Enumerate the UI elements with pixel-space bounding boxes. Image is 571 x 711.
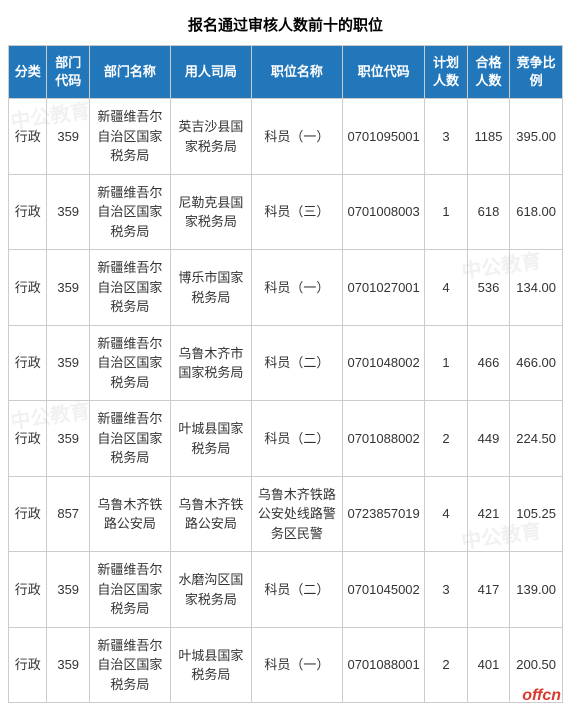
header-ratio: 竞争比例 <box>510 46 563 99</box>
cell-position-code: 0701088001 <box>342 627 424 703</box>
cell-plan-count: 1 <box>425 325 468 401</box>
brand-watermark: offcn <box>522 687 561 705</box>
cell-dept-name: 乌鲁木齐铁路公安局 <box>89 476 170 552</box>
table-header-row: 分类 部门代码 部门名称 用人司局 职位名称 职位代码 计划人数 合格人数 竞争… <box>9 46 563 99</box>
cell-category: 行政 <box>9 99 47 175</box>
cell-employer: 水磨沟区国家税务局 <box>170 552 251 628</box>
table-row: 行政359新疆维吾尔自治区国家税务局英吉沙县国家税务局科员（一）07010950… <box>9 99 563 175</box>
cell-category: 行政 <box>9 476 47 552</box>
cell-ratio: 105.25 <box>510 476 563 552</box>
cell-employer: 博乐市国家税务局 <box>170 250 251 326</box>
cell-dept-code: 359 <box>47 99 90 175</box>
cell-dept-name: 新疆维吾尔自治区国家税务局 <box>89 99 170 175</box>
page-title: 报名通过审核人数前十的职位 <box>8 8 563 45</box>
cell-position-code: 0701048002 <box>342 325 424 401</box>
cell-ratio: 618.00 <box>510 174 563 250</box>
cell-pass-count: 421 <box>467 476 510 552</box>
table-row: 行政359新疆维吾尔自治区国家税务局乌鲁木齐市国家税务局科员（二）0701048… <box>9 325 563 401</box>
header-dept-code: 部门代码 <box>47 46 90 99</box>
cell-employer: 叶城县国家税务局 <box>170 627 251 703</box>
cell-dept-code: 359 <box>47 174 90 250</box>
header-position-code: 职位代码 <box>342 46 424 99</box>
cell-category: 行政 <box>9 325 47 401</box>
cell-position-name: 科员（一） <box>251 627 342 703</box>
cell-employer: 乌鲁木齐市国家税务局 <box>170 325 251 401</box>
cell-pass-count: 536 <box>467 250 510 326</box>
cell-position-name: 科员（二） <box>251 325 342 401</box>
cell-position-code: 0723857019 <box>342 476 424 552</box>
cell-pass-count: 1185 <box>467 99 510 175</box>
cell-category: 行政 <box>9 627 47 703</box>
cell-pass-count: 417 <box>467 552 510 628</box>
cell-dept-name: 新疆维吾尔自治区国家税务局 <box>89 325 170 401</box>
cell-plan-count: 1 <box>425 174 468 250</box>
cell-position-code: 0701027001 <box>342 250 424 326</box>
cell-dept-name: 新疆维吾尔自治区国家税务局 <box>89 401 170 477</box>
cell-employer: 乌鲁木齐铁路公安局 <box>170 476 251 552</box>
cell-plan-count: 4 <box>425 476 468 552</box>
table-row: 行政359新疆维吾尔自治区国家税务局尼勒克县国家税务局科员（三）07010080… <box>9 174 563 250</box>
header-position-name: 职位名称 <box>251 46 342 99</box>
cell-pass-count: 466 <box>467 325 510 401</box>
cell-plan-count: 2 <box>425 627 468 703</box>
cell-dept-code: 359 <box>47 325 90 401</box>
cell-pass-count: 449 <box>467 401 510 477</box>
cell-ratio: 134.00 <box>510 250 563 326</box>
cell-plan-count: 4 <box>425 250 468 326</box>
cell-dept-code: 359 <box>47 401 90 477</box>
cell-position-name: 科员（三） <box>251 174 342 250</box>
cell-ratio: 466.00 <box>510 325 563 401</box>
cell-pass-count: 618 <box>467 174 510 250</box>
cell-position-code: 0701008003 <box>342 174 424 250</box>
table-row: 行政857乌鲁木齐铁路公安局乌鲁木齐铁路公安局乌鲁木齐铁路公安处线路警务区民警0… <box>9 476 563 552</box>
cell-plan-count: 3 <box>425 552 468 628</box>
table-row: 行政359新疆维吾尔自治区国家税务局博乐市国家税务局科员（一）070102700… <box>9 250 563 326</box>
header-dept-name: 部门名称 <box>89 46 170 99</box>
cell-dept-name: 新疆维吾尔自治区国家税务局 <box>89 552 170 628</box>
cell-plan-count: 3 <box>425 99 468 175</box>
cell-plan-count: 2 <box>425 401 468 477</box>
cell-category: 行政 <box>9 552 47 628</box>
header-pass-count: 合格人数 <box>467 46 510 99</box>
cell-position-name: 科员（二） <box>251 552 342 628</box>
cell-category: 行政 <box>9 174 47 250</box>
cell-ratio: 395.00 <box>510 99 563 175</box>
cell-dept-code: 359 <box>47 627 90 703</box>
cell-dept-code: 359 <box>47 552 90 628</box>
cell-ratio: 139.00 <box>510 552 563 628</box>
cell-dept-name: 新疆维吾尔自治区国家税务局 <box>89 250 170 326</box>
cell-position-code: 0701088002 <box>342 401 424 477</box>
cell-dept-name: 新疆维吾尔自治区国家税务局 <box>89 627 170 703</box>
cell-ratio: 224.50 <box>510 401 563 477</box>
cell-dept-code: 359 <box>47 250 90 326</box>
table-row: 行政359新疆维吾尔自治区国家税务局水磨沟区国家税务局科员（二）07010450… <box>9 552 563 628</box>
cell-pass-count: 401 <box>467 627 510 703</box>
cell-position-code: 0701045002 <box>342 552 424 628</box>
cell-employer: 尼勒克县国家税务局 <box>170 174 251 250</box>
cell-position-name: 科员（一） <box>251 250 342 326</box>
header-plan-count: 计划人数 <box>425 46 468 99</box>
cell-employer: 英吉沙县国家税务局 <box>170 99 251 175</box>
cell-position-code: 0701095001 <box>342 99 424 175</box>
cell-category: 行政 <box>9 250 47 326</box>
positions-table: 分类 部门代码 部门名称 用人司局 职位名称 职位代码 计划人数 合格人数 竞争… <box>8 45 563 703</box>
cell-dept-code: 857 <box>47 476 90 552</box>
cell-category: 行政 <box>9 401 47 477</box>
cell-position-name: 科员（二） <box>251 401 342 477</box>
cell-dept-name: 新疆维吾尔自治区国家税务局 <box>89 174 170 250</box>
cell-employer: 叶城县国家税务局 <box>170 401 251 477</box>
cell-position-name: 乌鲁木齐铁路公安处线路警务区民警 <box>251 476 342 552</box>
table-row: 行政359新疆维吾尔自治区国家税务局叶城县国家税务局科员（一）070108800… <box>9 627 563 703</box>
cell-position-name: 科员（一） <box>251 99 342 175</box>
table-row: 行政359新疆维吾尔自治区国家税务局叶城县国家税务局科员（二）070108800… <box>9 401 563 477</box>
header-employer: 用人司局 <box>170 46 251 99</box>
header-category: 分类 <box>9 46 47 99</box>
